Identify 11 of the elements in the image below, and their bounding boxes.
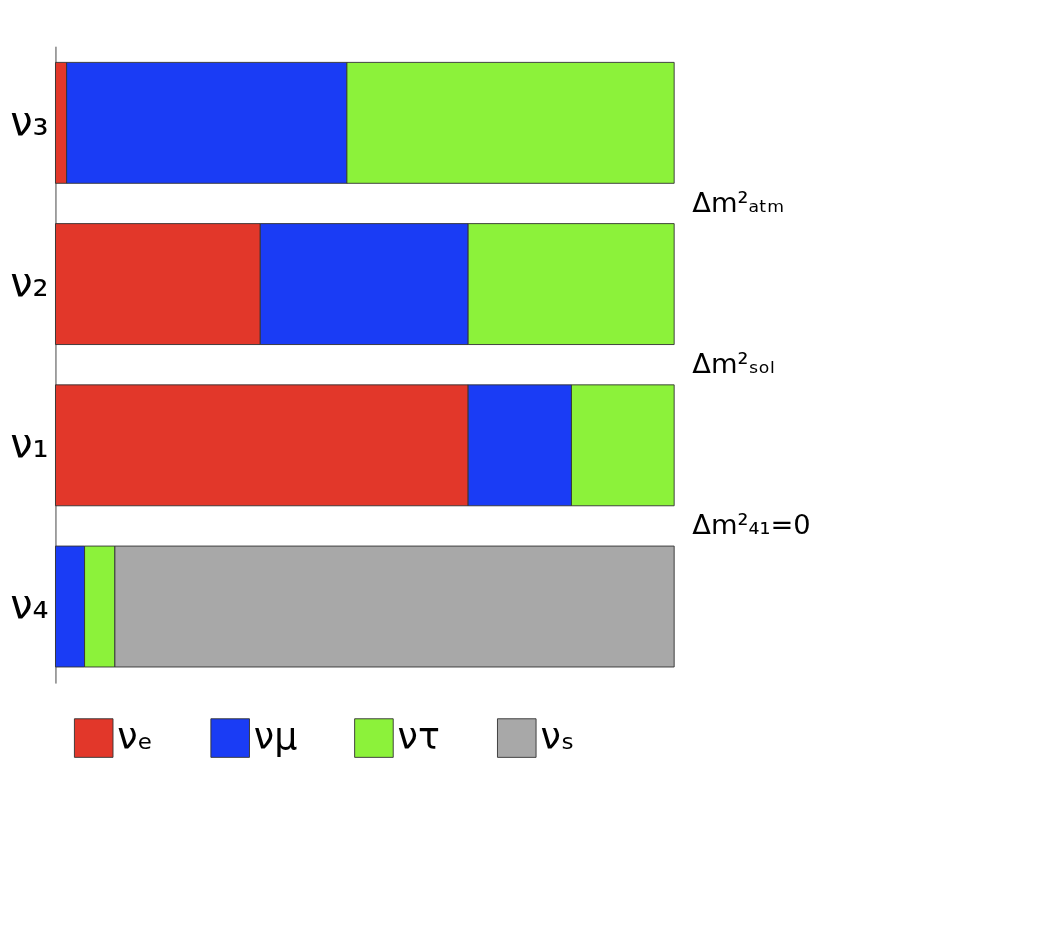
y-tick-label: ν₂ xyxy=(10,258,49,305)
legend-label: νₛ xyxy=(540,714,575,758)
text: Δm²ₛₒₗ xyxy=(692,347,775,379)
y-tick-label: ν₁ xyxy=(10,420,49,467)
legend-label: νₑ xyxy=(117,714,153,758)
legend-label: νμ xyxy=(253,714,298,758)
legend-label: ντ xyxy=(397,714,440,758)
text: Δm²ₐₜₘ xyxy=(692,186,785,218)
y-tick-label: ν₃ xyxy=(10,97,49,144)
text: Δm²₄₁=0 xyxy=(692,509,811,541)
y-tick-label: ν₄ xyxy=(10,581,49,628)
